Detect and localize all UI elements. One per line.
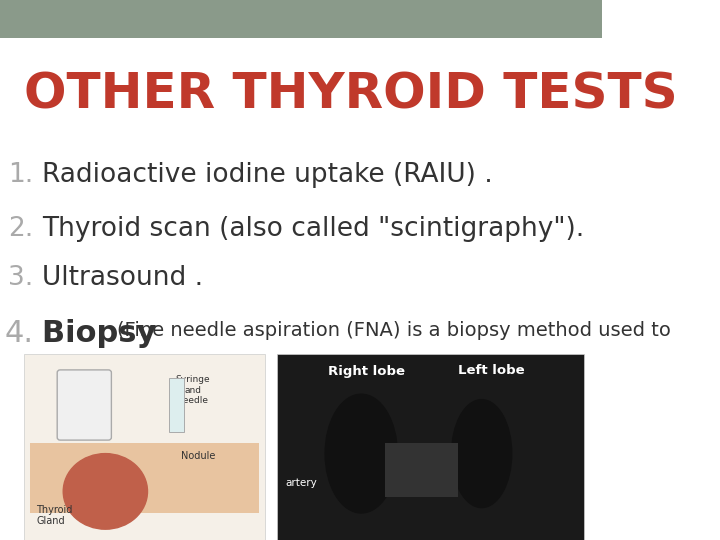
FancyBboxPatch shape [24, 354, 265, 540]
Text: Thyroid scan (also called "scintigraphy").: Thyroid scan (also called "scintigraphy"… [42, 216, 585, 242]
Text: Thyroid
Gland: Thyroid Gland [36, 505, 73, 526]
Text: Right lobe: Right lobe [328, 364, 405, 377]
FancyBboxPatch shape [0, 0, 602, 38]
Text: Biopsy: Biopsy [42, 319, 167, 348]
Text: 2.: 2. [8, 216, 33, 242]
Text: 4.: 4. [4, 319, 33, 348]
Text: (Fine needle aspiration (FNA) is a biopsy method used to: (Fine needle aspiration (FNA) is a biops… [117, 321, 671, 340]
FancyBboxPatch shape [57, 370, 112, 440]
Text: Nodule: Nodule [181, 451, 215, 461]
FancyBboxPatch shape [30, 443, 259, 513]
Ellipse shape [451, 400, 512, 508]
Text: Ultrasound
Probe: Ultrasound Probe [58, 375, 111, 397]
Circle shape [63, 454, 148, 529]
FancyBboxPatch shape [277, 354, 584, 540]
Text: Syringe
and
needle: Syringe and needle [176, 375, 210, 405]
Text: Left lobe: Left lobe [458, 364, 524, 377]
Text: OTHER THYROID TESTS: OTHER THYROID TESTS [24, 70, 678, 118]
FancyBboxPatch shape [168, 378, 184, 432]
FancyBboxPatch shape [385, 443, 458, 497]
Text: 3.: 3. [8, 265, 33, 291]
Text: 1.: 1. [8, 162, 33, 188]
Text: trachea: trachea [420, 478, 459, 488]
Ellipse shape [325, 394, 397, 513]
Text: artery: artery [285, 478, 317, 488]
Text: Ultrasound .: Ultrasound . [42, 265, 203, 291]
Text: Radioactive iodine uptake (RAIU) .: Radioactive iodine uptake (RAIU) . [42, 162, 493, 188]
